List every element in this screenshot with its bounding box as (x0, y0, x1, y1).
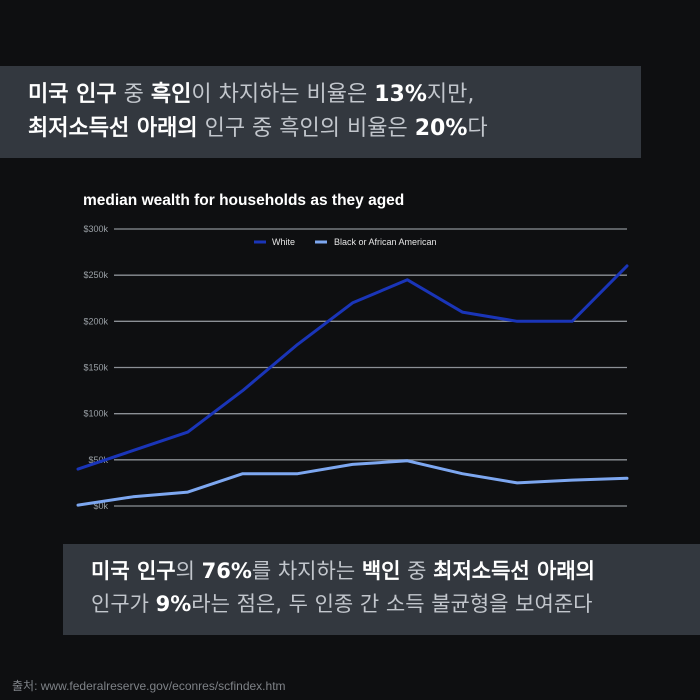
caption-segment: 최저소득선 아래의 (433, 559, 595, 583)
wealth-line-chart: median wealth for households as they age… (64, 176, 644, 526)
caption-segment: 76% (201, 559, 252, 583)
caption-segment: 를 차지하는 (251, 559, 362, 583)
y-tick-label: $50k (88, 455, 108, 465)
caption-segment: 20% (414, 116, 468, 141)
caption-segment: 백인 (361, 559, 401, 583)
caption-segment: 중 (400, 559, 434, 583)
caption-segment: 인구가 (91, 592, 156, 616)
series-line-0 (76, 264, 629, 471)
caption-bottom: 미국 인구의 76%를 차지하는 백인 중 최저소득선 아래의 인구가 9%라는… (63, 544, 700, 635)
chart-gridlines (114, 228, 627, 507)
y-tick-label: $0k (93, 501, 108, 511)
caption-segment: 라는 점은, 두 인종 간 소득 불균형을 보여준다 (191, 592, 593, 616)
chart-y-ticks: $0k $50k $100k $150k $200k $250k $300k (83, 224, 108, 511)
caption-segment: 의 (175, 559, 202, 583)
chart-series (76, 264, 629, 507)
caption-segment: 이 차지하는 비율은 (191, 82, 375, 107)
caption-segment: 미국 인구 (91, 559, 176, 583)
y-tick-label: $100k (83, 409, 108, 419)
caption-segment: 지만, (426, 82, 475, 107)
caption-bottom-line-2: 인구가 9%라는 점은, 두 인종 간 소득 불균형을 보여준다 (91, 588, 700, 621)
caption-segment: 9% (155, 592, 192, 616)
series-line-1 (76, 459, 629, 507)
caption-segment: 중 (116, 82, 151, 107)
caption-top-line-1: 미국 인구 중 흑인이 차지하는 비율은 13%지만, (28, 78, 641, 112)
y-tick-label: $250k (83, 270, 108, 280)
caption-segment: 최저소득선 아래의 (28, 116, 198, 141)
source-link[interactable]: 출처: www.federalreserve.gov/econres/scfin… (12, 679, 286, 693)
legend-label-1: Black or African American (334, 237, 437, 247)
legend-label-0: White (272, 237, 295, 247)
y-tick-label: $200k (83, 316, 108, 326)
caption-top: 미국 인구 중 흑인이 차지하는 비율은 13%지만, 최저소득선 아래의 인구… (0, 66, 641, 158)
caption-segment: 흑인 (150, 82, 192, 107)
caption-segment: 미국 인구 (28, 82, 117, 107)
chart-svg: median wealth for households as they age… (76, 192, 629, 511)
caption-segment: 인구 중 흑인의 비율은 (197, 116, 415, 141)
chart-title: median wealth for households as they age… (83, 192, 404, 209)
y-tick-label: $300k (83, 224, 108, 234)
y-tick-label: $150k (83, 363, 108, 373)
caption-segment: 13% (374, 82, 427, 107)
caption-bottom-line-1: 미국 인구의 76%를 차지하는 백인 중 최저소득선 아래의 (91, 555, 700, 588)
chart-legend: White Black or African American (254, 237, 437, 247)
caption-top-line-2: 최저소득선 아래의 인구 중 흑인의 비율은 20%다 (28, 112, 641, 146)
caption-segment: 다 (467, 116, 488, 141)
